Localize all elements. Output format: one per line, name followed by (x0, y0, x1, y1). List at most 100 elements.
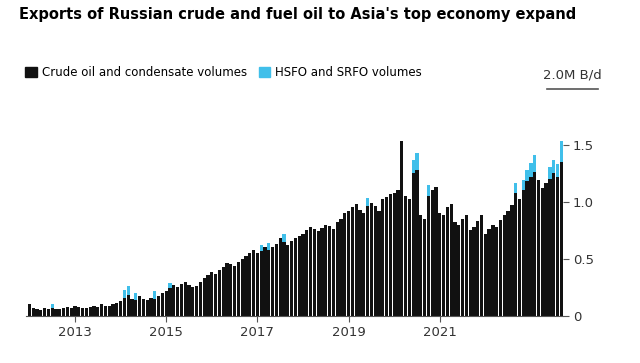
Bar (184, 282, 187, 316)
Bar (138, 297, 141, 316)
Bar (499, 220, 502, 316)
Bar (541, 188, 544, 316)
Bar (335, 222, 339, 316)
Bar (31, 308, 35, 316)
Bar (556, 164, 559, 177)
Bar (552, 159, 556, 173)
Bar (355, 204, 358, 316)
Bar (263, 247, 267, 316)
Bar (465, 215, 468, 316)
Bar (62, 308, 65, 316)
Bar (385, 197, 388, 316)
Bar (58, 309, 61, 316)
Bar (115, 303, 118, 316)
Legend: Crude oil and condensate volumes, HSFO and SRFO volumes: Crude oil and condensate volumes, HSFO a… (25, 66, 422, 79)
Bar (199, 282, 202, 316)
Bar (81, 308, 84, 316)
Bar (388, 194, 392, 316)
Bar (225, 263, 228, 316)
Bar (131, 299, 134, 316)
Bar (362, 213, 365, 316)
Bar (233, 266, 236, 316)
Bar (552, 173, 556, 316)
Bar (294, 238, 297, 316)
Bar (210, 273, 213, 316)
Bar (529, 163, 532, 177)
Bar (278, 238, 282, 316)
Bar (548, 167, 552, 179)
Bar (214, 274, 217, 316)
Bar (145, 300, 148, 316)
Bar (328, 226, 331, 316)
Bar (537, 180, 540, 316)
Bar (522, 190, 525, 316)
Bar (442, 215, 445, 316)
Bar (100, 305, 103, 316)
Bar (39, 310, 42, 316)
Bar (332, 229, 335, 316)
Bar (305, 230, 308, 316)
Bar (298, 236, 301, 316)
Bar (123, 290, 126, 298)
Bar (396, 190, 399, 316)
Bar (168, 289, 172, 316)
Bar (548, 179, 552, 316)
Bar (229, 265, 232, 316)
Bar (153, 299, 156, 316)
Bar (66, 307, 69, 316)
Bar (453, 222, 456, 316)
Bar (244, 257, 248, 316)
Bar (449, 204, 452, 316)
Bar (172, 285, 175, 316)
Bar (157, 297, 160, 316)
Bar (400, 141, 403, 316)
Bar (202, 278, 206, 316)
Bar (195, 286, 198, 316)
Bar (237, 262, 240, 316)
Bar (510, 205, 513, 316)
Bar (134, 300, 138, 316)
Bar (506, 211, 509, 316)
Bar (188, 285, 191, 316)
Bar (366, 198, 369, 206)
Bar (51, 308, 54, 316)
Bar (419, 215, 422, 316)
Bar (445, 207, 449, 316)
Bar (260, 245, 263, 251)
Bar (142, 299, 145, 316)
Bar (423, 219, 426, 316)
Bar (412, 173, 415, 316)
Bar (127, 295, 130, 316)
Bar (104, 306, 107, 316)
Bar (518, 199, 521, 316)
Bar (275, 244, 278, 316)
Bar (88, 307, 92, 316)
Bar (96, 307, 99, 316)
Bar (461, 219, 464, 316)
Bar (28, 305, 31, 316)
Bar (514, 183, 517, 193)
Bar (324, 225, 327, 316)
Bar (457, 225, 460, 316)
Bar (370, 203, 373, 316)
Bar (149, 298, 152, 316)
Bar (560, 141, 563, 162)
Bar (54, 309, 58, 316)
Bar (556, 177, 559, 316)
Bar (522, 180, 525, 190)
Bar (51, 305, 54, 308)
Bar (560, 162, 563, 316)
Bar (529, 177, 532, 316)
Bar (153, 291, 156, 299)
Bar (164, 291, 168, 316)
Bar (358, 210, 362, 316)
Bar (260, 251, 263, 316)
Bar (35, 309, 38, 316)
Bar (468, 230, 472, 316)
Bar (415, 153, 419, 170)
Bar (74, 306, 77, 316)
Bar (43, 308, 46, 316)
Bar (525, 181, 529, 316)
Bar (476, 221, 479, 316)
Bar (47, 309, 50, 316)
